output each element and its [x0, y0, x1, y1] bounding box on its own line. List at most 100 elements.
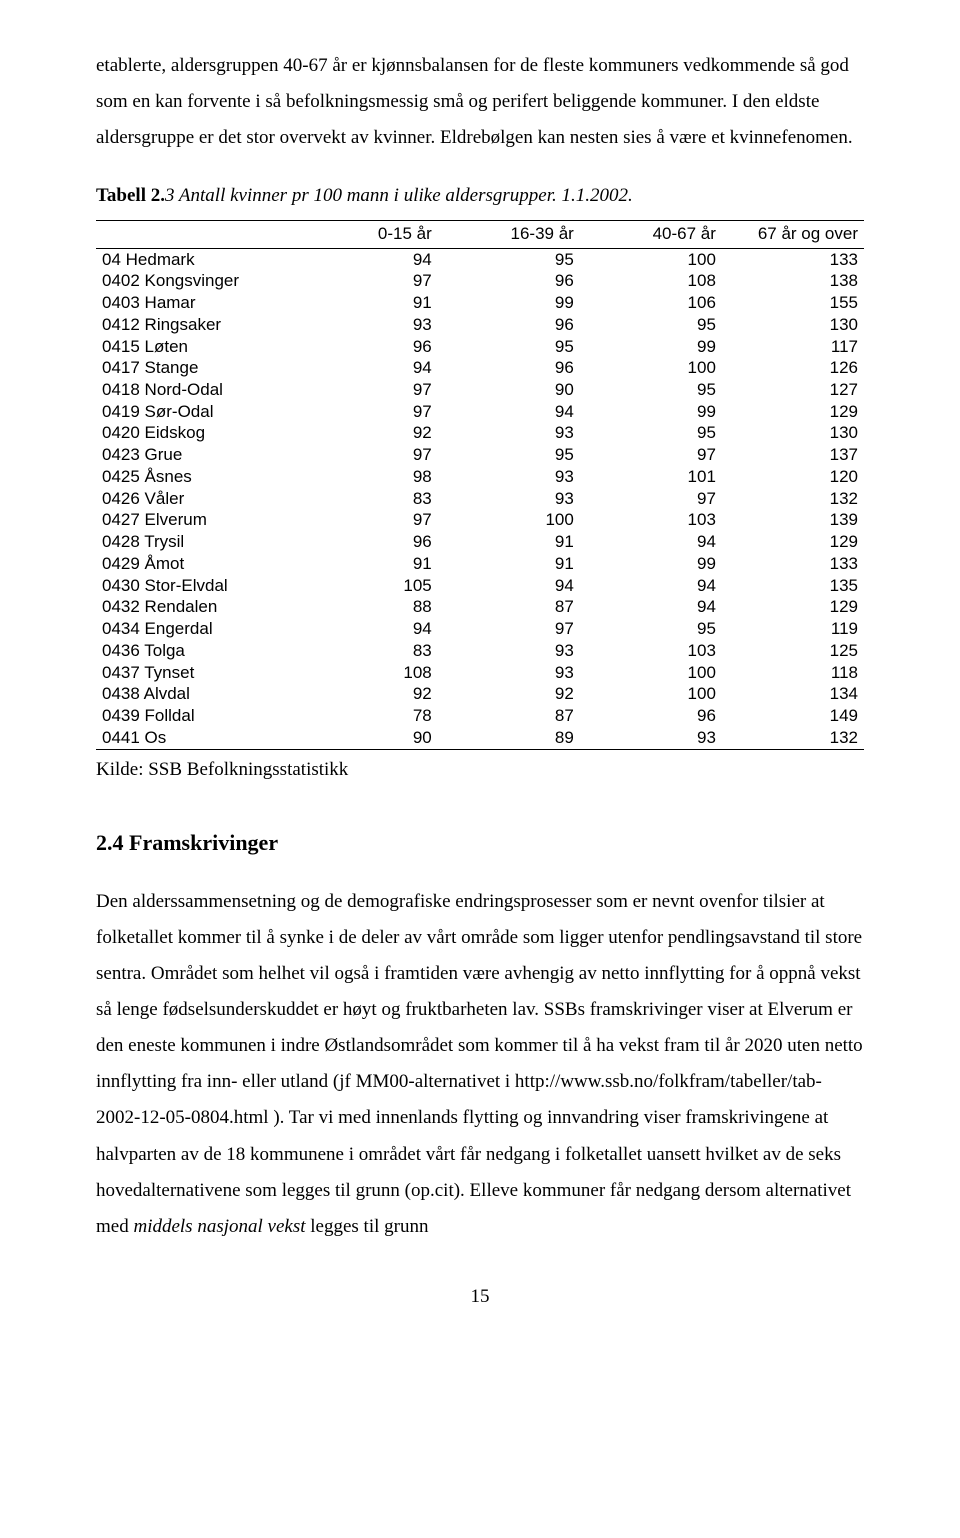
intro-paragraph: etablerte, aldersgruppen 40-67 år er kjø… [96, 48, 864, 156]
table-cell: 0429 Åmot [96, 553, 296, 575]
table-cell: 99 [580, 553, 722, 575]
table-cell: 99 [438, 293, 580, 315]
table-cell: 95 [438, 249, 580, 271]
table-cell: 100 [580, 358, 722, 380]
table-cell: 93 [438, 466, 580, 488]
table-cell: 87 [438, 706, 580, 728]
table-cell: 119 [722, 619, 864, 641]
table-cell: 91 [438, 532, 580, 554]
table-cell: 106 [580, 293, 722, 315]
table-cell: 0425 Åsnes [96, 466, 296, 488]
table-caption-label: Tabell 2. [96, 185, 165, 206]
table-cell: 0420 Eidskog [96, 423, 296, 445]
table-cell: 93 [438, 423, 580, 445]
table-cell: 105 [296, 575, 438, 597]
table-cell: 127 [722, 380, 864, 402]
table-source: Kilde: SSB Befolkningsstatistikk [96, 752, 864, 788]
table-cell: 87 [438, 597, 580, 619]
table-cell: 94 [580, 575, 722, 597]
table-cell: 139 [722, 510, 864, 532]
table-row: 0423 Grue979597137 [96, 445, 864, 467]
table-row: 0419 Sør-Odal979499129 [96, 401, 864, 423]
table-cell: 126 [722, 358, 864, 380]
table-cell: 125 [722, 640, 864, 662]
table-header-cell: 16-39 år [438, 221, 580, 249]
body-text: legges til grunn [306, 1216, 429, 1237]
table-cell: 132 [722, 727, 864, 749]
table-cell: 133 [722, 553, 864, 575]
table-cell: 0418 Nord-Odal [96, 380, 296, 402]
table-cell: 93 [438, 640, 580, 662]
table-row: 0415 Løten969599117 [96, 336, 864, 358]
table-cell: 93 [438, 488, 580, 510]
body-paragraph: Den alderssammensetning og de demografis… [96, 884, 864, 1245]
table-cell: 94 [438, 575, 580, 597]
table-cell: 129 [722, 401, 864, 423]
table-row: 0441 Os908993132 [96, 727, 864, 749]
table-cell: 0415 Løten [96, 336, 296, 358]
table-cell: 130 [722, 423, 864, 445]
table-cell: 91 [296, 553, 438, 575]
body-italic: middels nasjonal vekst [133, 1216, 305, 1237]
table-cell: 134 [722, 684, 864, 706]
table-cell: 117 [722, 336, 864, 358]
table-cell: 100 [580, 662, 722, 684]
table-cell: 0427 Elverum [96, 510, 296, 532]
table-cell: 149 [722, 706, 864, 728]
table-cell: 129 [722, 597, 864, 619]
table-cell: 95 [580, 314, 722, 336]
table-cell: 108 [296, 662, 438, 684]
table-row: 04 Hedmark9495100133 [96, 249, 864, 271]
table-cell: 94 [296, 249, 438, 271]
table-cell: 96 [296, 336, 438, 358]
table-row: 0428 Trysil969194129 [96, 532, 864, 554]
table-cell: 103 [580, 640, 722, 662]
table-cell: 120 [722, 466, 864, 488]
table-cell: 96 [296, 532, 438, 554]
table-cell: 95 [580, 619, 722, 641]
table-cell: 0412 Ringsaker [96, 314, 296, 336]
table-cell: 93 [296, 314, 438, 336]
table-header-cell [96, 221, 296, 249]
table-row: 0434 Engerdal949795119 [96, 619, 864, 641]
table-row: 0437 Tynset10893100118 [96, 662, 864, 684]
table-cell: 101 [580, 466, 722, 488]
table-cell: 0423 Grue [96, 445, 296, 467]
table-cell: 99 [580, 336, 722, 358]
table-cell: 0402 Kongsvinger [96, 271, 296, 293]
table-cell: 95 [438, 336, 580, 358]
table-cell: 129 [722, 532, 864, 554]
table-cell: 97 [296, 445, 438, 467]
table-cell: 89 [438, 727, 580, 749]
table-caption-text: 3 Antall kvinner pr 100 mann i ulike ald… [165, 185, 633, 206]
table-cell: 0436 Tolga [96, 640, 296, 662]
table-cell: 97 [296, 380, 438, 402]
table-cell: 97 [438, 619, 580, 641]
table-cell: 97 [580, 488, 722, 510]
table-cell: 0441 Os [96, 727, 296, 749]
table-cell: 103 [580, 510, 722, 532]
table-header-row: 0-15 år 16-39 år 40-67 år 67 år og over [96, 221, 864, 249]
table-row: 0420 Eidskog929395130 [96, 423, 864, 445]
table-row: 0429 Åmot919199133 [96, 553, 864, 575]
table-cell: 83 [296, 640, 438, 662]
table-cell: 97 [296, 271, 438, 293]
table-row: 0438 Alvdal9292100134 [96, 684, 864, 706]
table-cell: 100 [580, 684, 722, 706]
table-cell: 0434 Engerdal [96, 619, 296, 641]
table-cell: 0403 Hamar [96, 293, 296, 315]
table-cell: 97 [296, 510, 438, 532]
table-cell: 100 [438, 510, 580, 532]
table-cell: 97 [296, 401, 438, 423]
table-cell: 0430 Stor-Elvdal [96, 575, 296, 597]
table-cell: 132 [722, 488, 864, 510]
section-heading: 2.4 Framskrivinger [96, 822, 864, 864]
table-cell: 94 [296, 619, 438, 641]
table-cell: 90 [438, 380, 580, 402]
table-caption: Tabell 2.3 Antall kvinner pr 100 mann i … [96, 178, 864, 214]
table-cell: 91 [438, 553, 580, 575]
table-cell: 92 [296, 423, 438, 445]
table-header-cell: 40-67 år [580, 221, 722, 249]
table-cell: 94 [296, 358, 438, 380]
table-cell: 118 [722, 662, 864, 684]
